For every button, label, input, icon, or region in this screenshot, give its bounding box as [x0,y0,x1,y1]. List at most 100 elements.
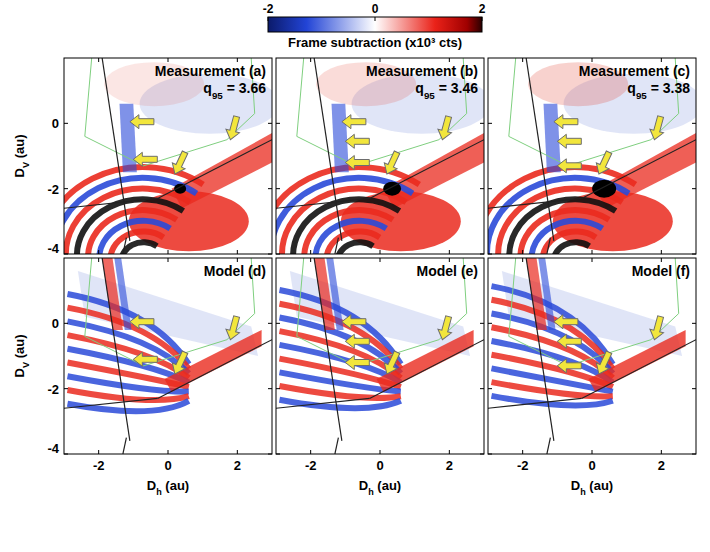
texture [538,258,555,330]
texture [554,242,589,254]
arrow [342,315,366,329]
subscript: 95 [212,90,223,101]
texture [327,232,380,254]
arrow [436,315,456,342]
texture [88,210,177,254]
text-part: (au) [162,478,189,493]
x-tick [449,258,450,262]
arrow [436,115,456,142]
arrow [557,159,581,173]
y-tick-label: -2 [47,182,59,197]
panel-title: Model (e) [417,263,478,279]
x-tick [310,58,311,62]
y-axis-label: DV (au) [12,335,31,378]
y-tick [64,388,68,389]
text-part: q [627,80,636,96]
outline [123,238,127,254]
outline [314,258,342,441]
y-tick-label: 0 [52,116,59,131]
texture [488,167,635,254]
panel-frame [276,258,484,454]
x-tick [98,250,99,254]
outline [370,340,484,399]
y-tick [480,123,484,124]
x-tick-label: -2 [517,458,529,473]
outline [158,140,272,199]
x-tick [168,58,169,62]
colorbar-tick [268,17,269,21]
y-tick [268,123,272,124]
colorbar-label: Frame subtraction (x10³ cts) [288,35,462,50]
text-part: D [571,478,580,493]
texture [589,330,686,392]
arrow [130,115,154,129]
y-tick [276,323,280,324]
colorbar-tick-label: -2 [263,2,274,16]
outline [102,258,130,441]
y-tick [64,123,68,124]
outline [547,438,551,454]
texture [491,396,612,406]
y-tick-label: -2 [47,382,59,397]
outline [276,198,370,208]
y-tick [488,123,492,124]
y-tick [268,323,272,324]
panel-frame [488,58,696,254]
arrow [169,349,192,377]
texture [120,104,137,173]
x-tick [661,250,662,254]
texture [338,242,373,254]
x-tick-label: 0 [588,458,595,473]
y-tick [480,188,484,189]
panel-annotation: q95 = 3.46 [415,80,478,101]
colorbar [268,17,482,32]
texture [544,104,561,173]
outline [64,398,158,408]
panel-annotation: q95 = 3.38 [627,80,690,101]
outline [102,58,130,241]
texture [64,167,203,254]
y-tick [64,254,68,255]
x-tick-label: -2 [305,458,317,473]
outline [370,140,484,199]
x-tick [168,258,169,262]
texture [315,221,386,254]
x-tick [449,58,450,62]
x-tick-label: -2 [93,458,105,473]
y-tick [692,254,696,255]
texture [110,232,163,254]
panel-image [276,58,484,254]
x-tick [449,250,450,254]
y-axis-label: DV (au) [12,135,31,178]
x-tick [237,58,238,62]
y-tick [692,388,696,389]
text-part: (au) [374,478,401,493]
text-part: = 3.46 [435,80,478,96]
texture [543,232,596,254]
text-part: = 3.38 [647,80,690,96]
x-tick [592,250,593,254]
panel-frame [64,258,272,454]
arrow [557,134,581,148]
arrow [648,315,668,342]
outline [335,238,339,254]
texture [304,210,393,254]
x-tick [168,250,169,254]
x-tick [522,258,523,262]
arrow [224,315,244,342]
x-tick [592,58,593,62]
panel-image [276,258,484,454]
arrow [648,115,668,142]
panel-title: Measurement (c) [579,63,690,79]
x-tick [522,58,523,62]
panel-image [488,58,696,254]
panel-frame [64,58,272,254]
y-tick [268,254,272,255]
panel-title: Measurement (b) [366,63,478,79]
x-tick [237,450,238,454]
x-tick [380,258,381,262]
x-axis-label: Dh (au) [147,478,189,497]
y-tick [480,323,484,324]
x-tick [237,250,238,254]
outline [488,198,582,208]
